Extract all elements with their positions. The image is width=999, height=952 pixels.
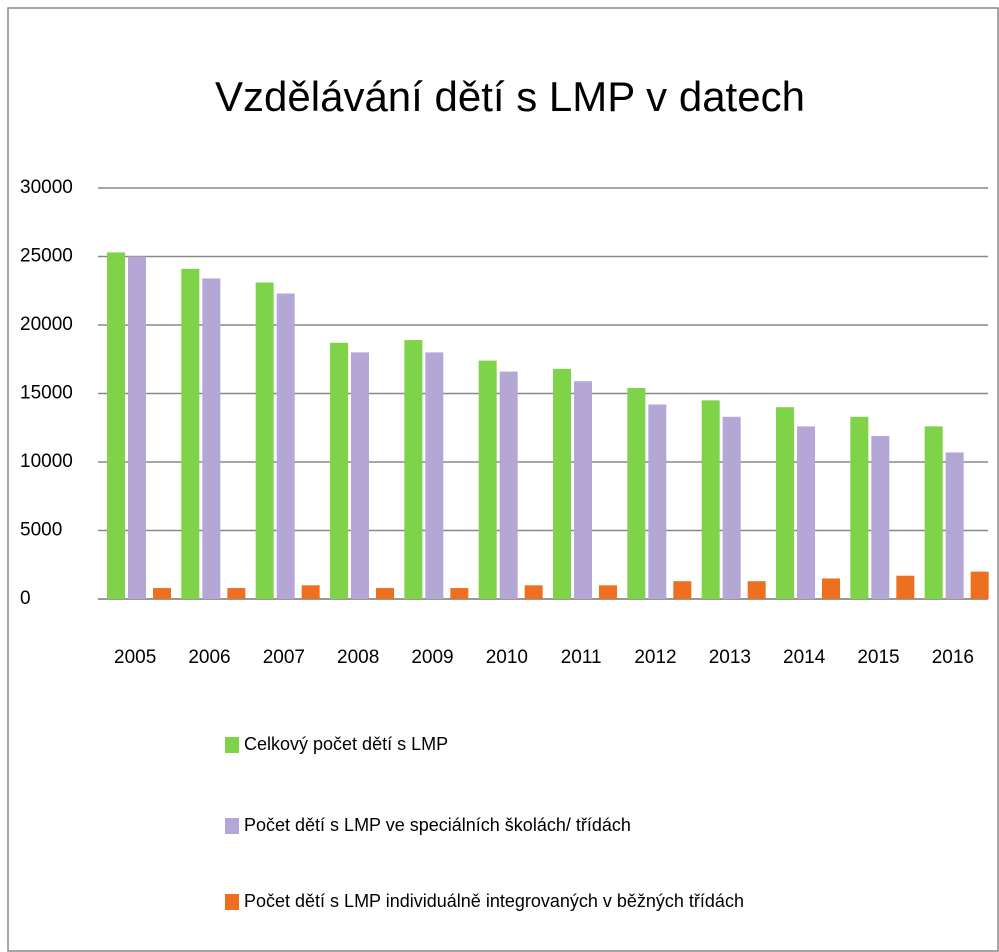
y-tick-label: 20000 xyxy=(20,314,73,335)
legend-label: Celkový počet dětí s LMP xyxy=(244,734,448,754)
x-tick-label: 2010 xyxy=(486,647,528,668)
bar xyxy=(822,578,840,599)
bar xyxy=(627,388,646,599)
bar xyxy=(776,407,794,599)
legend-swatch xyxy=(225,894,239,910)
bar xyxy=(722,416,741,599)
bar xyxy=(648,404,667,599)
bar xyxy=(351,352,369,599)
bar xyxy=(227,588,246,599)
bar xyxy=(255,282,274,599)
legend-swatch xyxy=(225,737,239,753)
legend-swatch xyxy=(225,818,239,834)
legend-label: Počet dětí s LMP individuálně integrovan… xyxy=(244,891,744,911)
bar xyxy=(450,588,469,599)
x-tick-label: 2005 xyxy=(114,647,156,668)
bar xyxy=(524,585,543,599)
bar xyxy=(153,588,171,599)
bar xyxy=(945,452,964,599)
bar xyxy=(404,340,423,599)
y-tick-label: 10000 xyxy=(20,451,73,472)
bar xyxy=(330,342,348,599)
bar xyxy=(478,360,497,599)
bar xyxy=(425,352,444,599)
x-tick-label: 2009 xyxy=(411,647,453,668)
x-tick-label: 2012 xyxy=(634,647,676,668)
x-tick-label: 2013 xyxy=(709,647,751,668)
bar xyxy=(181,268,200,599)
y-tick-label: 30000 xyxy=(20,177,73,198)
x-tick-label: 2008 xyxy=(337,647,379,668)
bar xyxy=(970,571,989,599)
x-tick-label: 2011 xyxy=(561,647,602,668)
bar xyxy=(747,581,766,599)
bar xyxy=(599,585,617,599)
y-tick-label: 5000 xyxy=(20,520,62,541)
bar xyxy=(574,381,592,599)
chart-title: Vzdělávání dětí s LMP v datech xyxy=(215,73,805,120)
x-tick-label: 2007 xyxy=(263,647,305,668)
y-tick-label: 15000 xyxy=(20,383,73,404)
bar xyxy=(128,256,146,599)
bar xyxy=(797,426,815,599)
bar xyxy=(850,416,869,599)
y-tick-label: 25000 xyxy=(20,246,73,267)
bar xyxy=(673,581,692,599)
bar xyxy=(301,585,320,599)
legend-label: Počet dětí s LMP ve speciálních školách/… xyxy=(244,815,631,835)
bar xyxy=(276,293,295,599)
bar xyxy=(107,252,125,599)
bar xyxy=(376,588,394,599)
bar xyxy=(553,368,571,599)
x-tick-label: 2015 xyxy=(857,647,899,668)
bar xyxy=(924,426,943,599)
x-tick-label: 2006 xyxy=(188,647,230,668)
x-tick-label: 2014 xyxy=(783,647,826,668)
bar xyxy=(499,371,518,599)
bar xyxy=(202,278,221,599)
y-tick-label: 0 xyxy=(20,588,31,609)
bar xyxy=(701,400,720,599)
chart-frame xyxy=(7,7,999,952)
bar xyxy=(896,575,915,599)
bar xyxy=(871,435,890,599)
x-tick-label: 2016 xyxy=(932,647,974,668)
